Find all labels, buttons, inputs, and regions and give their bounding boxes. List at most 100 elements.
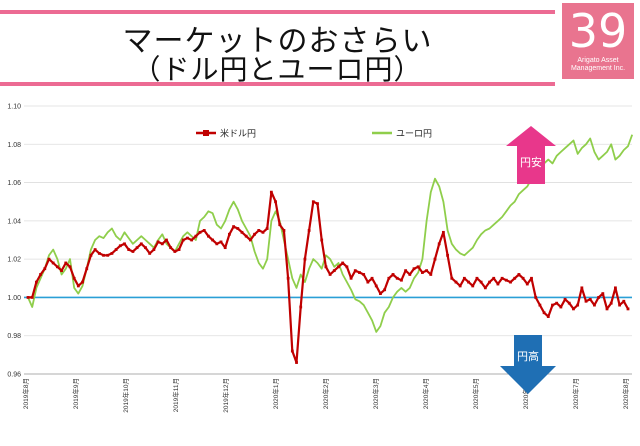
down-arrow-icon xyxy=(500,335,556,394)
data-point xyxy=(542,311,546,315)
data-point xyxy=(316,202,319,206)
data-point xyxy=(383,288,387,292)
data-point xyxy=(567,301,571,305)
data-point xyxy=(555,301,559,305)
up-arrow-label: 円安 xyxy=(520,155,542,169)
x-tick-label: 2020年3月 xyxy=(371,378,380,409)
data-point xyxy=(450,276,454,280)
data-point xyxy=(614,286,617,290)
data-point xyxy=(177,248,181,251)
data-point xyxy=(479,280,483,284)
data-point xyxy=(181,238,185,242)
data-point xyxy=(123,242,126,246)
x-tick-label: 2019年12月 xyxy=(221,378,230,413)
data-point xyxy=(295,361,298,364)
y-tick-label: 1.08 xyxy=(7,142,21,149)
data-point xyxy=(601,292,605,295)
data-point xyxy=(303,257,307,261)
data-point xyxy=(421,271,424,274)
data-point xyxy=(81,280,84,284)
data-point xyxy=(374,284,378,288)
data-point xyxy=(404,269,408,273)
x-tick-label: 2020年8月 xyxy=(621,378,630,409)
header-bottom-rule xyxy=(0,82,555,86)
data-point xyxy=(576,303,580,307)
data-point xyxy=(584,299,588,303)
data-point xyxy=(190,238,194,242)
data-point xyxy=(97,252,101,255)
data-point xyxy=(353,269,357,273)
data-point xyxy=(278,223,282,227)
y-tick-label: 1.04 xyxy=(7,218,21,225)
data-point xyxy=(337,265,340,269)
data-point xyxy=(597,296,601,299)
data-point xyxy=(227,232,231,236)
data-point xyxy=(232,225,235,228)
data-point xyxy=(26,296,30,299)
data-point xyxy=(429,273,433,276)
data-point xyxy=(454,280,458,284)
data-point xyxy=(462,276,466,280)
data-point xyxy=(572,307,575,311)
data-point xyxy=(412,267,416,271)
data-point xyxy=(521,276,525,280)
data-point xyxy=(563,297,567,301)
data-point xyxy=(152,248,156,251)
data-point xyxy=(211,238,215,242)
data-point xyxy=(34,280,38,284)
data-point xyxy=(160,242,164,246)
data-point xyxy=(492,276,496,280)
data-point xyxy=(47,257,51,261)
data-point xyxy=(165,238,168,242)
data-point xyxy=(299,305,303,309)
data-point xyxy=(530,276,533,280)
data-point xyxy=(433,257,437,261)
data-point xyxy=(131,250,135,253)
data-point xyxy=(496,282,500,286)
data-point xyxy=(391,273,395,276)
data-point xyxy=(400,278,403,282)
data-point xyxy=(290,349,294,353)
data-point xyxy=(39,273,42,276)
page-title-line1: マーケットのおさらい xyxy=(122,24,433,59)
data-point xyxy=(30,296,34,299)
data-point xyxy=(618,303,622,307)
y-tick-label: 0.96 xyxy=(7,372,21,379)
data-point xyxy=(467,280,470,284)
x-axis-ticks: 2019年8月 2019年9月 2019年10月 2019年11月 2019年12月 20… xyxy=(21,378,630,413)
data-point xyxy=(240,230,244,234)
x-tick-label: 2019年10月 xyxy=(121,378,130,413)
data-point xyxy=(370,276,374,280)
data-point xyxy=(173,250,177,253)
data-point xyxy=(51,261,55,265)
data-point xyxy=(194,234,198,238)
data-point xyxy=(488,280,491,284)
data-point xyxy=(626,307,630,311)
data-point xyxy=(525,282,529,286)
page-title-line2: （ドル円とユーロ円） xyxy=(132,53,423,86)
data-point xyxy=(395,276,399,280)
data-point xyxy=(156,240,160,244)
data-point xyxy=(328,273,332,276)
data-point xyxy=(362,273,366,276)
x-tick-label: 2020年5月 xyxy=(471,378,480,409)
y-tick-label: 1.02 xyxy=(7,257,21,264)
data-point xyxy=(248,238,252,242)
data-point xyxy=(349,276,353,280)
data-point xyxy=(379,292,382,295)
data-point xyxy=(311,200,315,204)
data-point xyxy=(127,248,131,251)
y-tick-label: 0.98 xyxy=(7,333,21,340)
data-point xyxy=(93,248,97,251)
y-axis-ticks: 0.96 0.98 1.00 1.02 1.04 1.06 1.08 1.10 xyxy=(7,104,21,379)
data-point xyxy=(64,261,68,265)
chart-legend: 米ドル円 ユーロ円 xyxy=(196,128,432,140)
data-point xyxy=(471,284,475,288)
data-point xyxy=(307,229,311,232)
data-point xyxy=(416,265,420,269)
data-point xyxy=(114,248,118,251)
data-point xyxy=(425,269,429,273)
data-point xyxy=(110,252,114,255)
data-point xyxy=(72,276,76,280)
data-point xyxy=(89,253,93,257)
